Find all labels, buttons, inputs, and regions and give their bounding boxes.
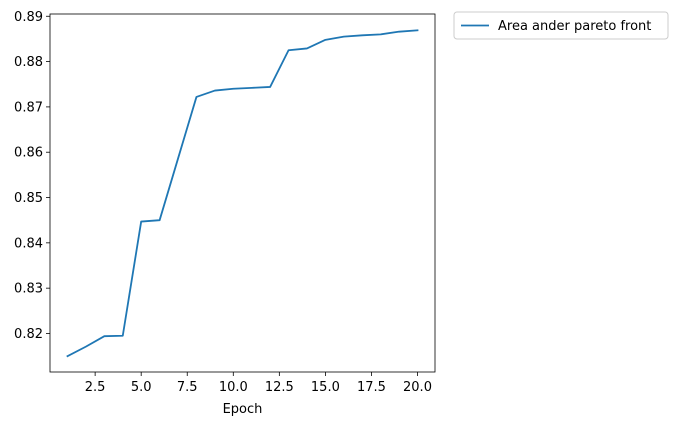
plot-area <box>50 14 435 372</box>
x-axis-label: Epoch <box>223 402 263 417</box>
x-tick-label: 12.5 <box>265 380 294 395</box>
series-line-0 <box>66 29 419 358</box>
axes-frame <box>49 13 436 373</box>
axes-layer <box>49 13 436 373</box>
x-tick-label: 17.5 <box>357 380 386 395</box>
legend-box <box>453 11 669 40</box>
y-tick-label: 0.83 <box>14 282 43 297</box>
series-layer <box>66 29 419 358</box>
legend: Area ander pareto front <box>453 11 669 40</box>
y-tick-label: 0.86 <box>14 146 43 161</box>
x-tick-label: 7.5 <box>177 380 198 395</box>
y-tick-label: 0.87 <box>14 100 43 115</box>
x-tick-label: 10.0 <box>219 380 248 395</box>
y-tick-label: 0.89 <box>14 10 43 25</box>
y-tick-label: 0.88 <box>14 55 43 70</box>
y-ticks: 0.82 0.83 0.84 0.85 0.86 0.87 0.88 0.89 <box>14 10 50 342</box>
y-tick-label: 0.84 <box>14 236 43 251</box>
x-ticks: 2.5 5.0 7.5 10.0 12.5 15.0 17.5 20.0 <box>85 372 432 395</box>
x-tick-label: 15.0 <box>311 380 340 395</box>
x-tick-label: 2.5 <box>85 380 106 395</box>
legend-label: Area ander pareto front <box>498 19 651 34</box>
x-tick-label: 20.0 <box>403 380 432 395</box>
y-tick-label: 0.82 <box>14 327 43 342</box>
y-tick-label: 0.85 <box>14 191 43 206</box>
x-tick-label: 5.0 <box>131 380 152 395</box>
